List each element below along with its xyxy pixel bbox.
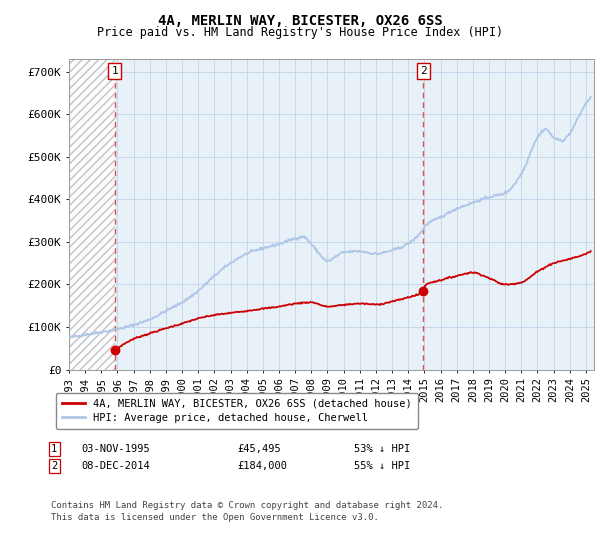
Text: 53% ↓ HPI: 53% ↓ HPI: [354, 444, 410, 454]
Text: Contains HM Land Registry data © Crown copyright and database right 2024.
This d: Contains HM Land Registry data © Crown c…: [51, 501, 443, 522]
Text: 1: 1: [112, 66, 118, 76]
Text: £45,495: £45,495: [237, 444, 281, 454]
Legend: 4A, MERLIN WAY, BICESTER, OX26 6SS (detached house), HPI: Average price, detache: 4A, MERLIN WAY, BICESTER, OX26 6SS (deta…: [56, 393, 418, 429]
Text: 2: 2: [51, 461, 57, 471]
Text: 4A, MERLIN WAY, BICESTER, OX26 6SS: 4A, MERLIN WAY, BICESTER, OX26 6SS: [158, 14, 442, 28]
Text: 1: 1: [51, 444, 57, 454]
Text: 03-NOV-1995: 03-NOV-1995: [81, 444, 150, 454]
Point: [110, 346, 119, 354]
Point: [418, 287, 428, 296]
Text: £184,000: £184,000: [237, 461, 287, 471]
Text: 08-DEC-2014: 08-DEC-2014: [81, 461, 150, 471]
Text: 2: 2: [420, 66, 427, 76]
Text: 55% ↓ HPI: 55% ↓ HPI: [354, 461, 410, 471]
Bar: [69, 59, 115, 370]
Text: Price paid vs. HM Land Registry's House Price Index (HPI): Price paid vs. HM Land Registry's House …: [97, 26, 503, 39]
